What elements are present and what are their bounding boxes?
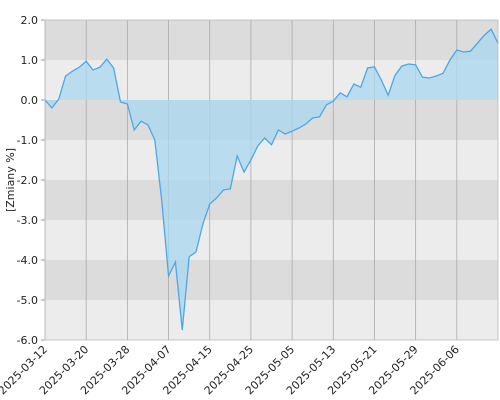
y-tick-label: 2.0 [21,14,39,27]
y-tick-label: 1.0 [21,54,39,67]
y-tick-label: -2.0 [17,174,38,187]
y-tick-label: -3.0 [17,214,38,227]
area [45,29,498,330]
y-tick-label: -4.0 [17,254,38,267]
plot-frame [44,19,499,341]
y-tick-label: -6.0 [17,334,38,347]
background-band [45,220,498,260]
y-tick-label: -1.0 [17,134,38,147]
background-band [45,20,498,60]
background-band [45,300,498,340]
y-axis-label: [Zmiany %] [4,148,17,212]
y-tick-label: 0.0 [21,94,39,107]
background-band [45,260,498,300]
y-tick-label: -5.0 [17,294,38,307]
line [44,28,499,331]
background-band [45,140,498,180]
background-band [45,180,498,220]
